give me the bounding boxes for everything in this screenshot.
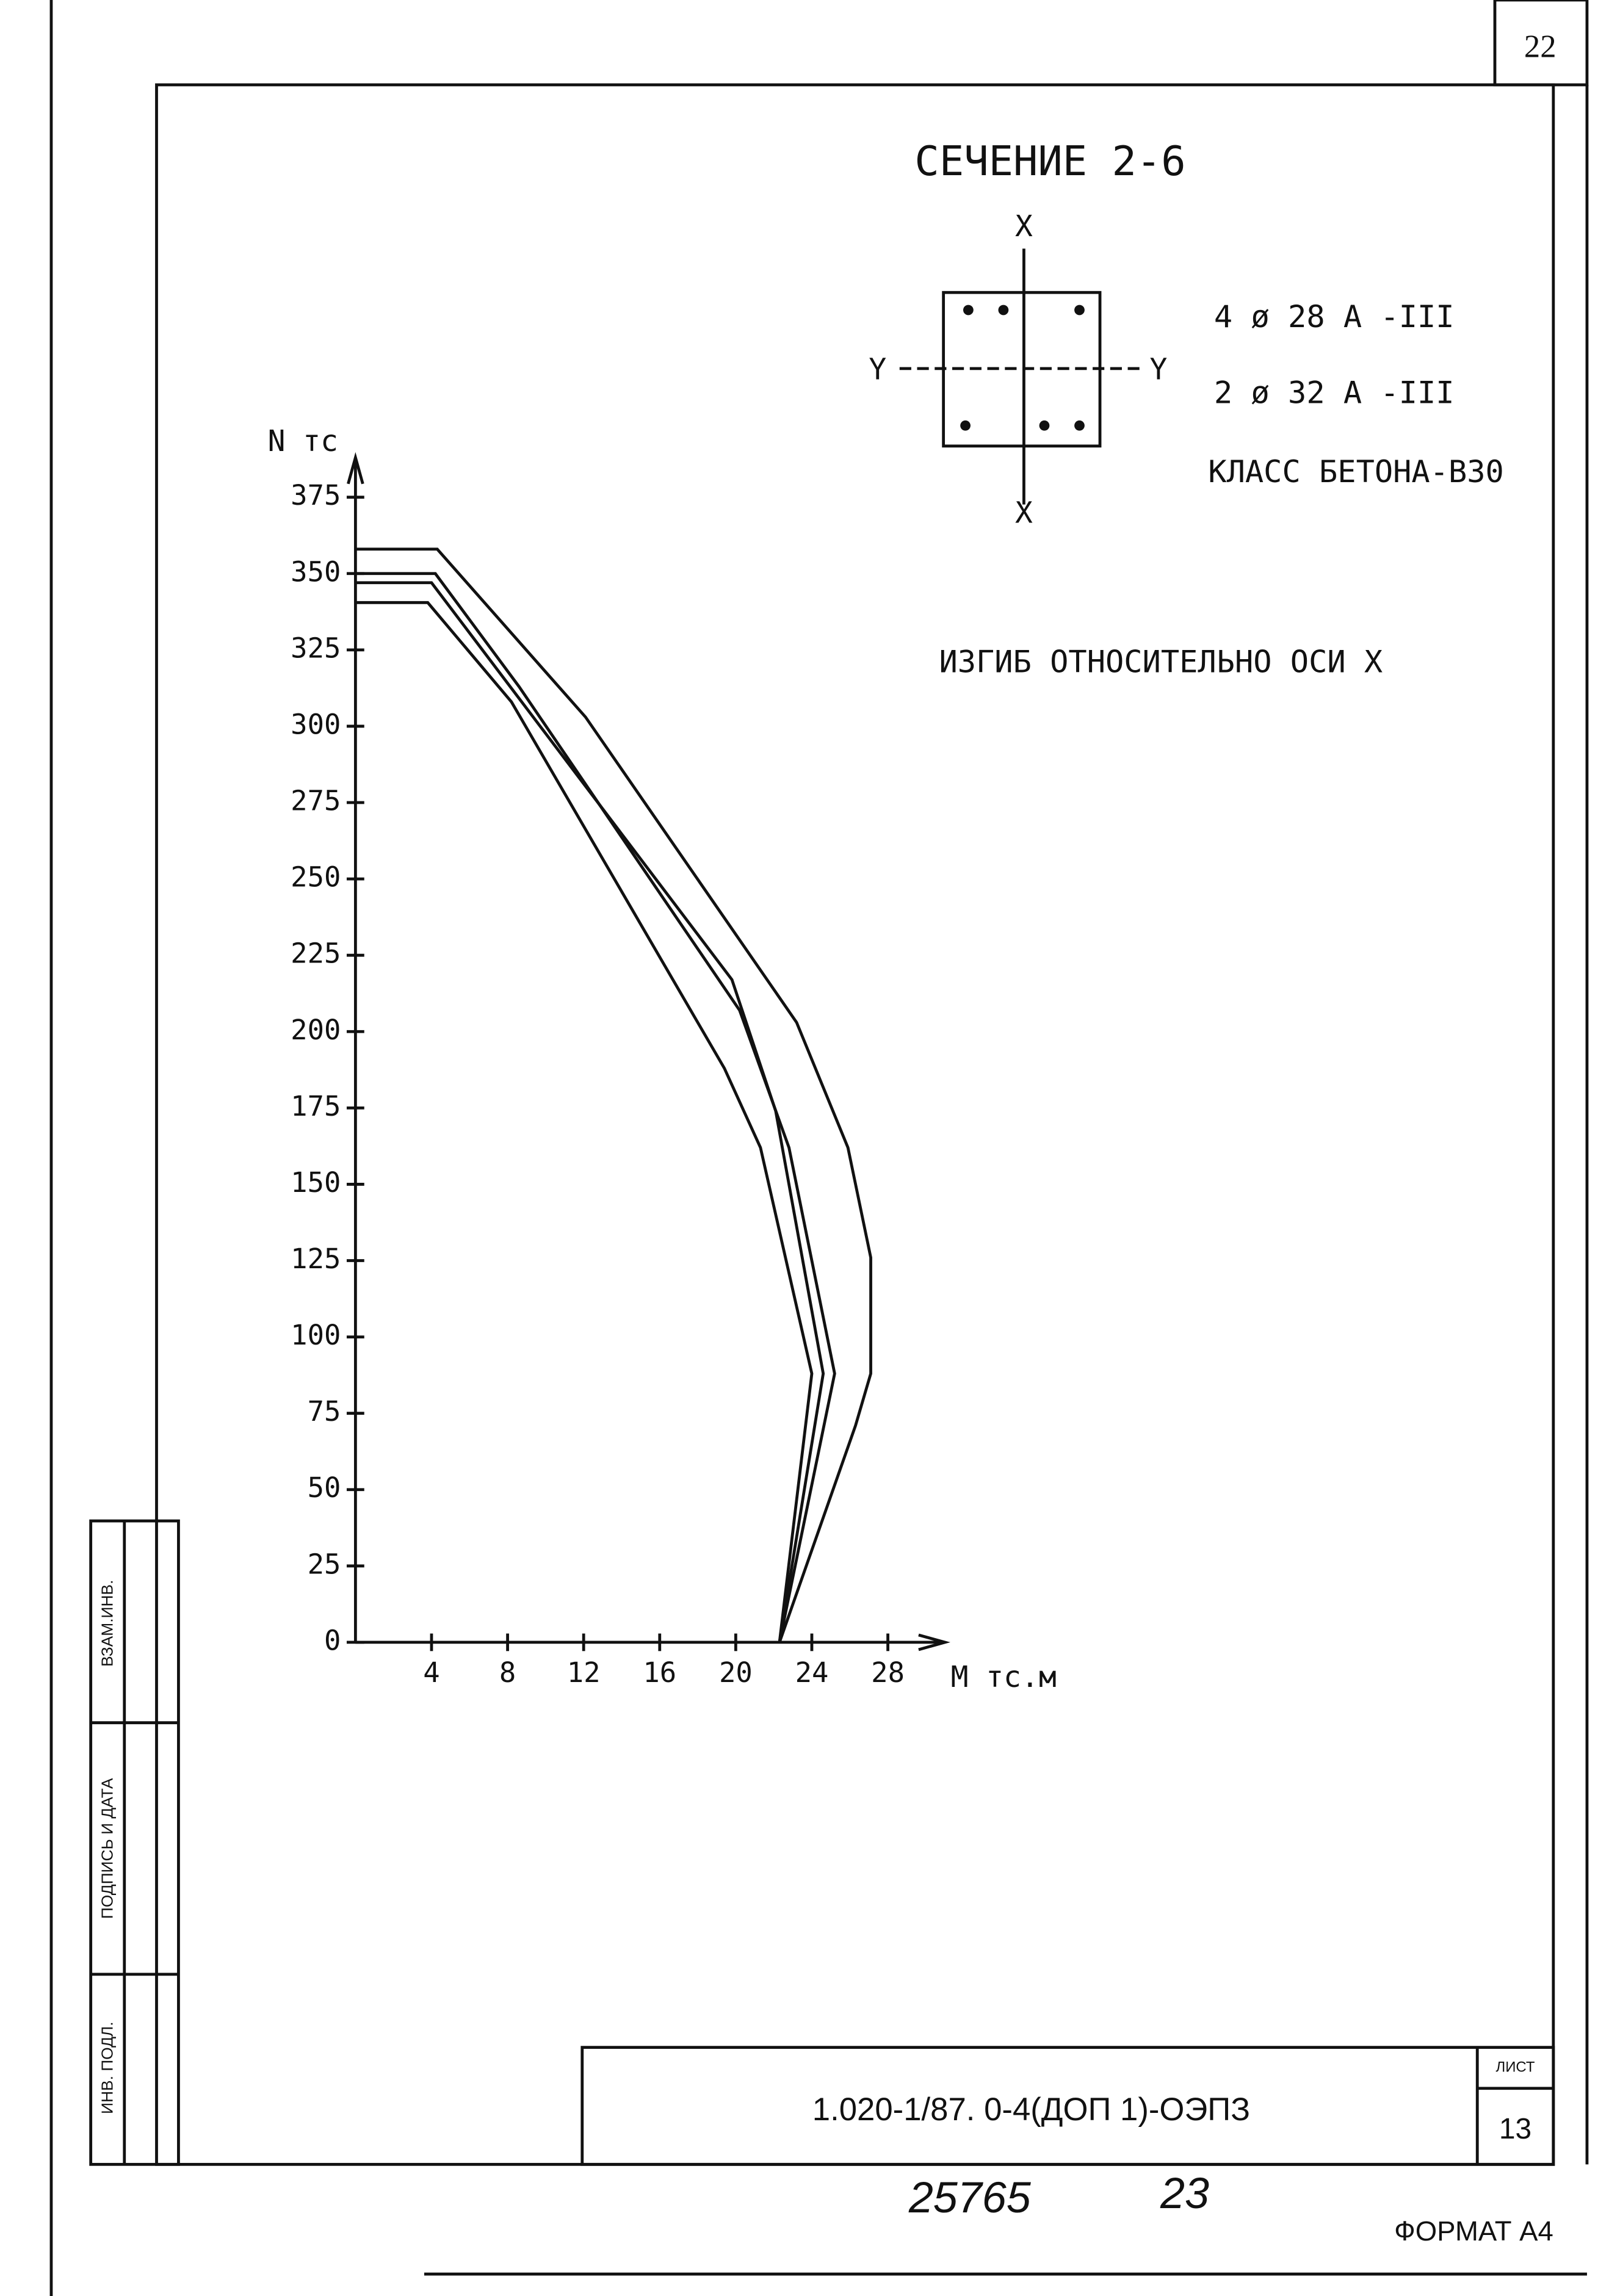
y-tick-label: 50	[308, 1471, 341, 1504]
y-tick-label: 325	[291, 632, 341, 664]
y-tick-label: 75	[308, 1395, 341, 1428]
y-tick-label: 375	[291, 479, 341, 511]
axis-arrow	[347, 452, 364, 485]
bar-dot	[1074, 420, 1085, 431]
side-label: ИНВ. ПОДЛ.	[98, 2021, 116, 2114]
annotation: КЛАСС БЕТОНА-В30	[1208, 453, 1504, 489]
y-tick-label: 0	[324, 1624, 341, 1656]
section-axis-label: Y	[1149, 353, 1167, 387]
handwritten: 23	[1160, 2169, 1209, 2218]
title-block	[580, 2046, 1555, 2166]
y-tick-label: 275	[291, 785, 341, 817]
stamp-sheet: 13	[1499, 2113, 1531, 2145]
x-tick-label: 20	[719, 1656, 753, 1689]
handwritten: 25765	[908, 2173, 1032, 2222]
curve	[355, 581, 825, 1643]
bar-dot	[960, 420, 971, 431]
y-axis-label: N тс	[268, 425, 338, 458]
y-tick-label: 25	[308, 1548, 341, 1580]
bar-dot	[963, 305, 974, 316]
chart-title: СЕЧЕНИЕ 2-6	[914, 137, 1185, 185]
y-tick-label: 100	[291, 1319, 341, 1351]
y-tick-label: 300	[291, 708, 341, 740]
curve	[355, 547, 872, 1643]
side-label: ВЗАМ.ИНВ.	[98, 1580, 116, 1667]
x-tick-label: 16	[643, 1656, 676, 1689]
x-tick-label: 24	[795, 1656, 829, 1689]
y-tick-label: 175	[291, 1090, 341, 1122]
x-axis-label: M тс.м	[951, 1661, 1057, 1694]
y-tick-label: 350	[291, 555, 341, 588]
x-tick-label: 28	[871, 1656, 905, 1689]
chart-subtitle: ИЗГИБ ОТНОСИТЕЛЬНО ОСИ X	[939, 643, 1383, 679]
bar-dot	[1039, 420, 1050, 431]
format: ФОРМАТ А4	[1394, 2215, 1553, 2247]
side-stamp	[89, 1519, 180, 2166]
stamp-label: ЛИСТ	[1496, 2059, 1535, 2076]
curve	[355, 572, 836, 1643]
sheet-box	[1493, 0, 1589, 87]
section-axis-label: X	[1015, 496, 1033, 530]
x-tick-label: 12	[567, 1656, 601, 1689]
annotation: 4 ø 28 А -III	[1214, 298, 1455, 334]
y-tick-label: 250	[291, 861, 341, 893]
bar-dot	[998, 305, 1009, 316]
y-tick-label: 200	[291, 1014, 341, 1046]
axis-arrow	[918, 1633, 950, 1652]
bar-dot	[1074, 305, 1085, 316]
curve	[355, 601, 814, 1643]
x-tick-label: 4	[423, 1656, 439, 1689]
section-axis-label: X	[1015, 210, 1033, 244]
y-tick-label: 150	[291, 1166, 341, 1199]
side-label: ПОДПИСЬ И ДАТА	[98, 1778, 116, 1919]
annotation: 2 ø 32 А -III	[1214, 374, 1455, 410]
x-tick-label: 8	[499, 1656, 516, 1689]
rebar	[960, 305, 1085, 431]
section-axis-label: Y	[869, 353, 886, 387]
y-tick-label: 225	[291, 937, 341, 970]
y-tick-label: 125	[291, 1243, 341, 1275]
sheet-number: 22	[1524, 29, 1557, 65]
stamp-code: 1.020-1/87. 0-4(ДОП 1)-ОЭПЗ	[812, 2092, 1250, 2128]
